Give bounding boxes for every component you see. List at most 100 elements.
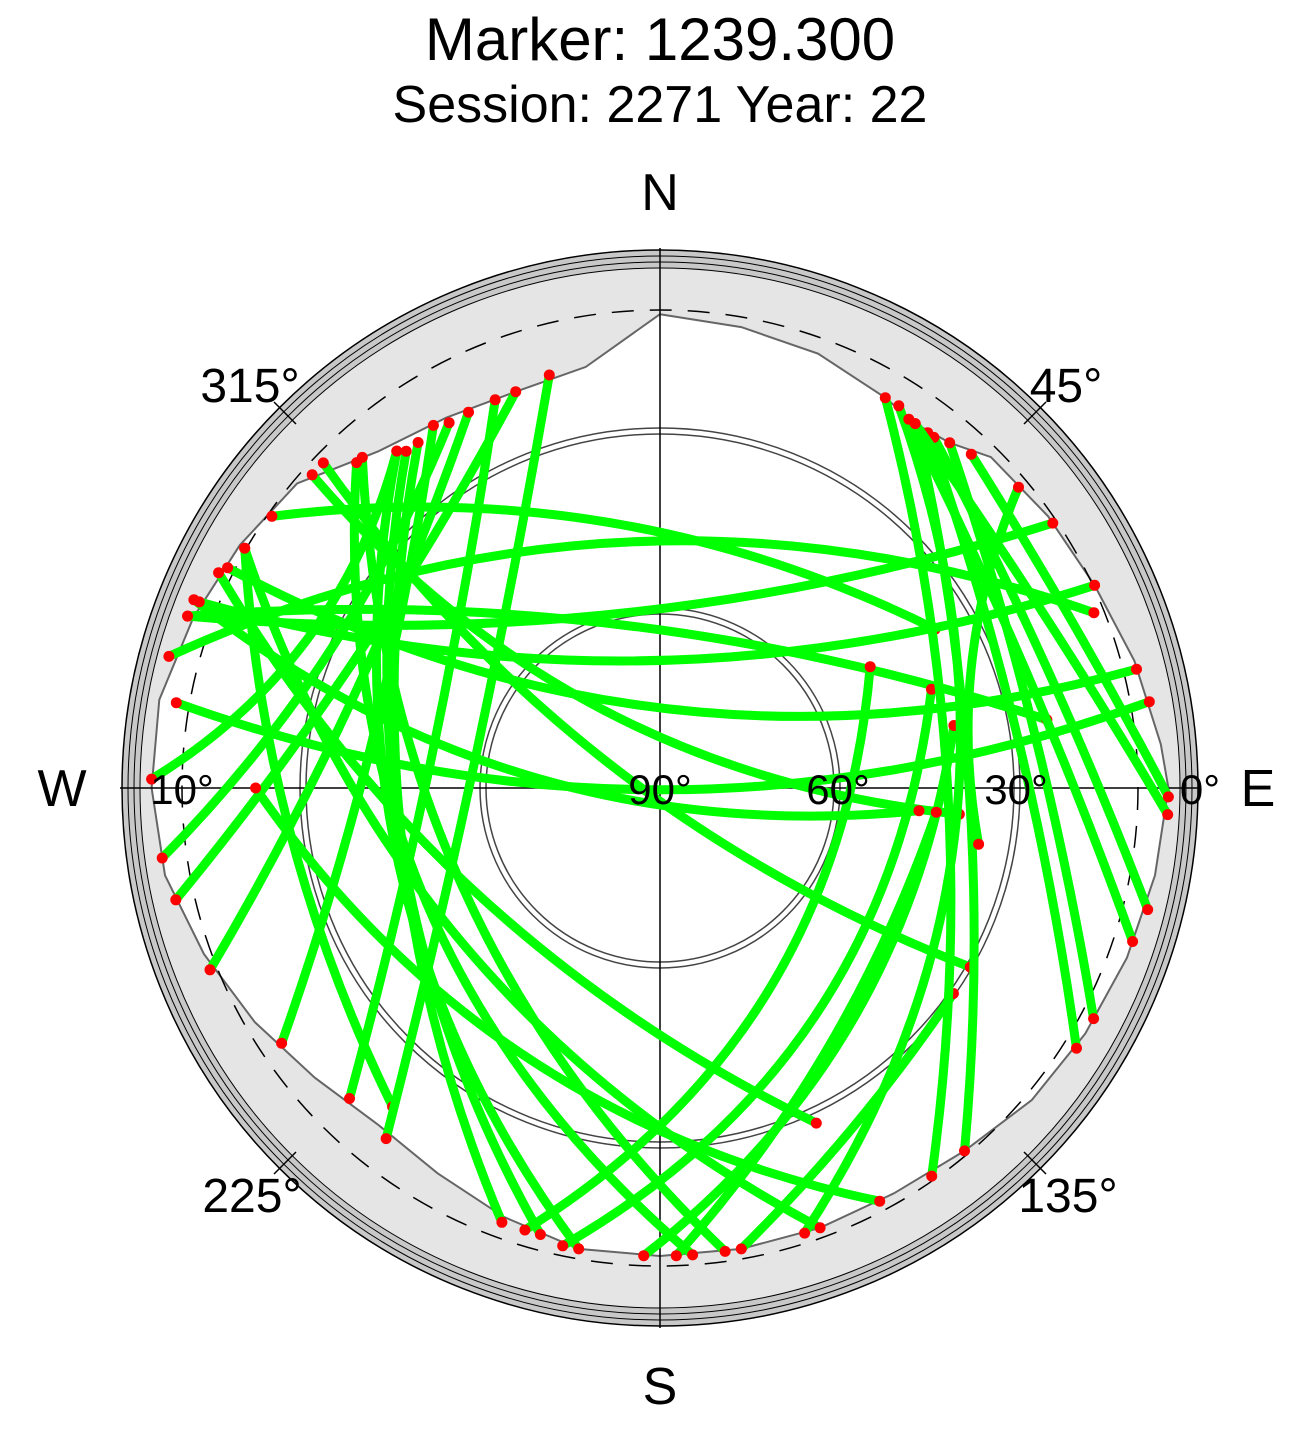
cardinal-south: S — [643, 1358, 678, 1416]
track-start-point — [1071, 1042, 1082, 1054]
track-start-point — [799, 1227, 811, 1239]
cardinal-west: W — [37, 760, 86, 818]
track-start-point — [1143, 696, 1155, 708]
satellite-track — [904, 414, 1138, 946]
satellite-tracks — [146, 369, 1174, 1262]
track-start-point — [163, 650, 175, 662]
tick-225 — [273, 1151, 297, 1175]
satellite-track — [267, 502, 940, 634]
track-start-point — [1013, 481, 1024, 493]
track-start-point — [213, 567, 225, 579]
track-start-point — [156, 852, 168, 864]
track-end-point — [909, 418, 921, 430]
track-start-point — [519, 1224, 531, 1236]
track-start-point — [351, 457, 363, 469]
cardinal-north: N — [641, 164, 679, 222]
track-start-point — [926, 1170, 938, 1182]
elevation-label-90: 90° — [628, 766, 692, 813]
track-start-point — [670, 1250, 682, 1262]
satellite-track — [520, 662, 875, 1235]
track-start-point — [344, 1093, 355, 1104]
satellite-track — [205, 407, 473, 975]
track-start-point — [412, 437, 424, 448]
elevation-label-0: 0° — [1180, 766, 1220, 813]
track-end-point — [1088, 607, 1100, 619]
track-start-point — [735, 1243, 747, 1255]
track-end-point — [250, 782, 262, 794]
track-start-point — [1047, 517, 1059, 529]
tick-315 — [273, 401, 297, 425]
satellite-track — [880, 393, 956, 1181]
track-start-point — [306, 469, 318, 481]
track-end-point — [193, 596, 205, 608]
track-start-point — [400, 445, 412, 457]
azimuth-label-45: 45° — [1030, 360, 1103, 413]
satellite-track — [345, 395, 500, 1103]
satellite-track — [183, 518, 1058, 630]
cardinal-east: E — [1241, 760, 1276, 818]
track-end-point — [864, 661, 876, 673]
satellite-track — [381, 370, 554, 1144]
satellite-track — [910, 419, 1173, 820]
track-start-point — [146, 773, 158, 785]
tick-45 — [1023, 401, 1047, 425]
track-end-point — [944, 437, 956, 449]
track-start-point — [317, 457, 329, 469]
track-start-point — [170, 894, 182, 906]
track-start-point — [1162, 791, 1174, 803]
chart-subtitle: Session: 2271 Year: 22 — [393, 76, 928, 134]
track-start-point — [1142, 904, 1154, 916]
tick-135 — [1023, 1151, 1047, 1175]
track-start-point — [874, 1195, 886, 1207]
track-start-point — [959, 1145, 970, 1157]
track-end-point — [810, 1117, 822, 1129]
track-end-point — [965, 448, 977, 460]
satellite-track — [277, 420, 438, 1048]
track-end-point — [510, 386, 522, 398]
track-end-point — [496, 1216, 508, 1228]
track-start-point — [638, 1250, 650, 1262]
track-start-point — [266, 510, 278, 522]
satellite-track — [963, 482, 1023, 849]
track-end-point — [170, 697, 182, 709]
satellite-track — [251, 783, 885, 1206]
plot-area — [120, 248, 1200, 1328]
track-end-point — [543, 369, 555, 381]
track-end-point — [443, 417, 455, 429]
track-start-point — [1127, 936, 1139, 947]
satellite-track — [966, 449, 1173, 802]
chart-title: Marker: 1239.300 — [425, 6, 895, 73]
track-end-point — [489, 394, 501, 406]
azimuth-label-315: 315° — [200, 360, 299, 413]
satellite-track — [171, 697, 1154, 795]
track-end-point — [930, 806, 942, 818]
track-end-point — [913, 805, 925, 817]
track-end-point — [926, 683, 937, 695]
elevation-label-10: 10° — [150, 766, 214, 813]
track-start-point — [380, 1133, 392, 1145]
track-start-point — [557, 1240, 569, 1252]
track-end-point — [222, 562, 234, 574]
satellite-track — [171, 387, 521, 905]
track-end-point — [391, 445, 403, 457]
satellite-track — [147, 446, 402, 784]
azimuth-label-225: 225° — [202, 1170, 301, 1223]
track-end-point — [239, 542, 251, 554]
track-end-point — [463, 406, 474, 418]
track-start-point — [1088, 1013, 1100, 1025]
satellite-track — [240, 543, 825, 1233]
track-start-point — [814, 1222, 826, 1234]
track-end-point — [719, 1245, 731, 1257]
track-end-point — [973, 838, 985, 850]
track-end-point — [182, 610, 194, 622]
track-start-point — [1089, 579, 1101, 591]
track-start-point — [204, 964, 216, 976]
track-start-point — [276, 1037, 288, 1049]
satellite-track — [558, 684, 936, 1251]
elevation-label-30: 30° — [984, 766, 1048, 813]
track-end-point — [534, 1229, 546, 1240]
satellite-track — [194, 580, 1100, 666]
elevation-label-60: 60° — [806, 766, 870, 813]
track-end-point — [573, 1243, 585, 1255]
